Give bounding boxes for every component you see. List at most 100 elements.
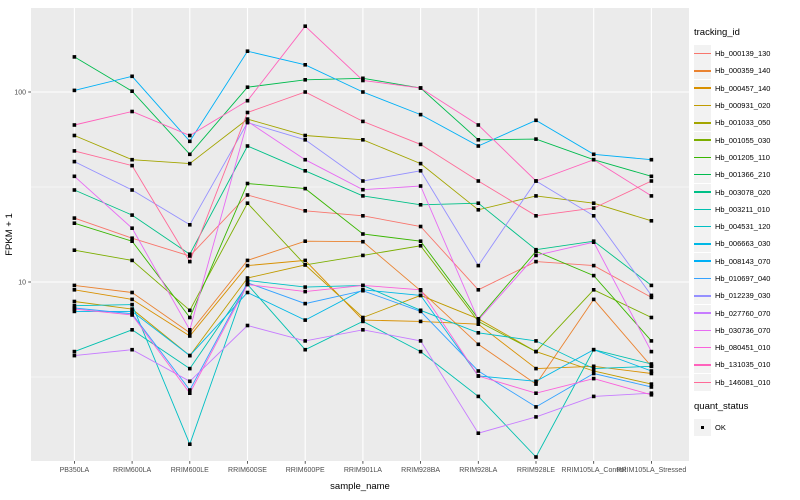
data-point [303,78,307,82]
data-point [418,86,423,90]
data-point [649,194,654,198]
data-point [188,308,192,313]
data-point [303,258,307,263]
x-tick-label: RRIM901LA [344,467,382,474]
data-point [476,369,481,373]
data-point [245,119,250,124]
x-tick-label: RRIM928LA [459,467,497,474]
legend: tracking_id Hb_000139_130 Hb_000359_140 Hb… [694,27,800,437]
data-point [476,263,481,268]
x-tick-label: PB350LA [60,467,90,474]
data-point [303,263,307,267]
data-point [649,349,654,354]
legend-item-label: Hb_000139_130 [715,49,771,59]
data-point [418,309,423,314]
data-point [649,364,654,369]
legend-key-line-icon [694,148,711,166]
legend-title-tracking-id: tracking_id [694,27,740,38]
legend-item-Hb_131035_010: Hb_131035_010 [694,356,800,374]
data-point [188,388,192,392]
data-point [534,382,538,386]
legend-item-Hb_008143_070: Hb_008143_070 [694,252,800,270]
data-point [361,239,365,244]
data-point [649,179,654,183]
data-point [188,139,192,144]
data-point [130,239,134,243]
legend-item-Hb_012239_030: Hb_012239_030 [694,287,800,305]
data-point [361,328,365,332]
data-point [534,179,538,183]
legend-key-line-icon [694,218,711,236]
data-point [591,369,596,373]
data-point [534,391,538,395]
legend-item-Hb_000139_130: Hb_000139_130 [694,45,800,63]
data-point [130,89,134,93]
data-point [591,273,596,278]
data-point [591,206,596,210]
legend-item-label: Hb_008143_070 [715,256,771,266]
data-point [476,322,481,326]
data-point [649,315,654,320]
data-point [303,301,307,306]
data-point [361,253,365,258]
data-point [361,78,365,83]
data-point [649,339,654,343]
legend-key-line-icon [694,321,711,339]
data-point [130,290,134,295]
data-point [130,258,134,263]
data-point [361,214,365,218]
legend-item-Hb_000457_140: Hb_000457_140 [694,79,800,97]
data-point [130,74,134,79]
legend-key-square-icon [694,419,711,437]
data-point [591,214,596,218]
data-point [591,297,596,302]
legend-key-line-icon [694,304,711,322]
data-point [245,117,250,121]
data-point [476,431,481,435]
data-point [130,302,134,307]
data-point [303,157,307,162]
data-point [476,374,481,378]
legend-item-Hb_080451_010: Hb_080451_010 [694,339,800,357]
data-point [188,161,192,166]
data-point [245,290,250,295]
data-point [188,379,192,384]
data-point [72,188,77,192]
data-point [476,208,481,212]
data-point [188,391,192,395]
data-point [361,288,365,293]
data-point [72,123,77,127]
data-point [303,186,307,191]
legend-item-Hb_010697_040: Hb_010697_040 [694,270,800,287]
data-point [188,353,192,358]
legend-key-line-icon [694,287,711,305]
legend-item-label: Hb_012239_030 [715,291,771,301]
data-point [418,142,423,147]
data-point [188,334,192,338]
data-point [476,288,481,292]
data-point [649,382,654,386]
legend-item-label: Hb_004531_120 [715,222,771,232]
data-point [361,283,365,288]
x-tick-label: RRIM928BA [401,467,440,474]
data-point [188,133,192,138]
data-point [130,109,134,114]
y-tick-label: 10 [18,280,26,287]
data-point [591,152,596,157]
data-point [649,371,654,376]
data-point [534,118,538,123]
legend-item-Hb_006663_030: Hb_006663_030 [694,235,800,253]
data-point [245,110,250,115]
legend-key-line-icon [694,166,711,184]
data-point [72,149,77,153]
data-point [534,137,538,141]
x-tick-label: RRIM928LE [517,467,555,474]
data-point [72,303,77,308]
legend-item-label: Hb_010697_040 [715,274,771,283]
legend-item-label: Hb_001055_030 [715,135,771,145]
data-point [303,90,307,94]
data-point [188,331,192,335]
data-point [245,278,250,283]
legend-item-label: Hb_006663_030 [715,239,771,249]
